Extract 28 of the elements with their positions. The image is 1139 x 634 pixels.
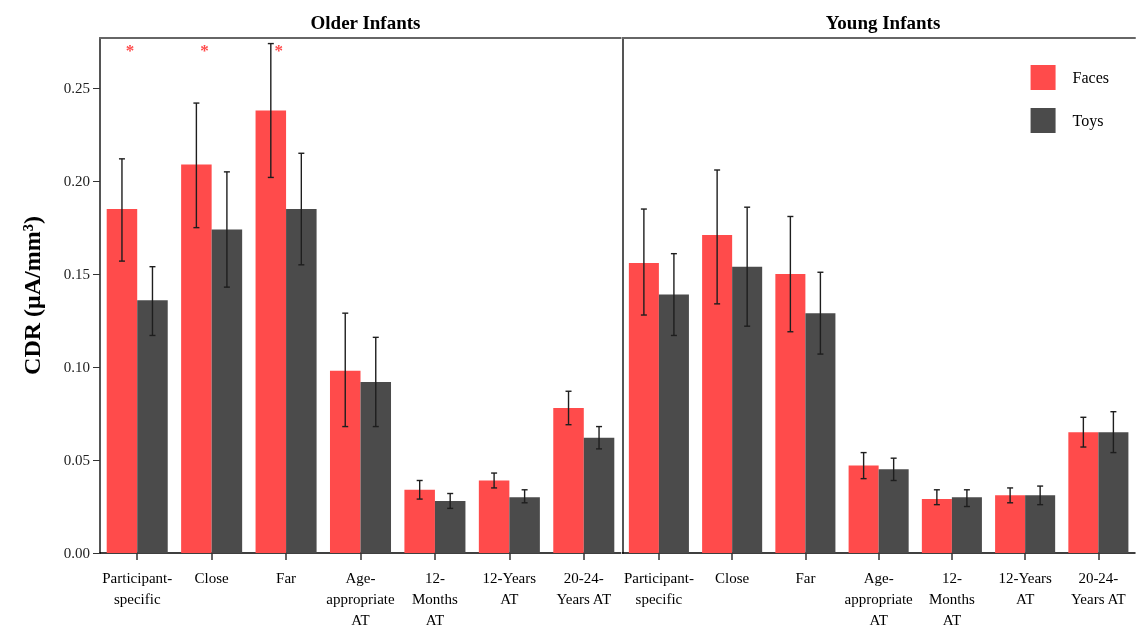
y-tick-label: 0.00: [63, 545, 90, 561]
x-tick-label: 20-24-Years AT: [556, 569, 612, 607]
x-tick-label: Close: [715, 569, 750, 586]
chart-title: Young Infants: [825, 12, 941, 33]
legend-label: Faces: [1072, 69, 1110, 86]
legend-label: Toys: [1072, 112, 1104, 130]
x-tick-label: Participant-specific: [102, 569, 173, 607]
y-tick-label: 0.05: [63, 452, 90, 469]
x-tick-label: Participant-specific: [623, 569, 694, 607]
y-tick-label: 0.10: [63, 359, 90, 376]
x-tick-label: 12-Years AT: [482, 569, 537, 607]
x-tick-label: 12-Months AT: [928, 569, 975, 628]
y-tick-label: 0.20: [63, 173, 90, 190]
x-tick-label: Age-appropriate AT: [326, 569, 395, 628]
annotation: *: [200, 40, 209, 60]
annotation: *: [125, 40, 135, 60]
x-tick-label: Close: [194, 569, 230, 586]
chart-title: Older Infants: [310, 12, 421, 33]
x-tick-label: Far: [276, 569, 297, 586]
x-tick-label: 20-24-Years AT: [1071, 569, 1126, 607]
y-tick-label: 0.25: [63, 80, 90, 97]
x-tick-label: Age-appropriate AT: [844, 569, 914, 628]
annotation: *: [274, 40, 284, 60]
y-axis-title: CDR (μA/mm³): [19, 216, 45, 375]
x-tick-label: 12-Months AT: [412, 569, 459, 628]
x-tick-label: Far: [795, 569, 816, 586]
x-tick-label: 12-Years AT: [998, 569, 1053, 607]
y-tick-label: 0.15: [63, 266, 90, 283]
